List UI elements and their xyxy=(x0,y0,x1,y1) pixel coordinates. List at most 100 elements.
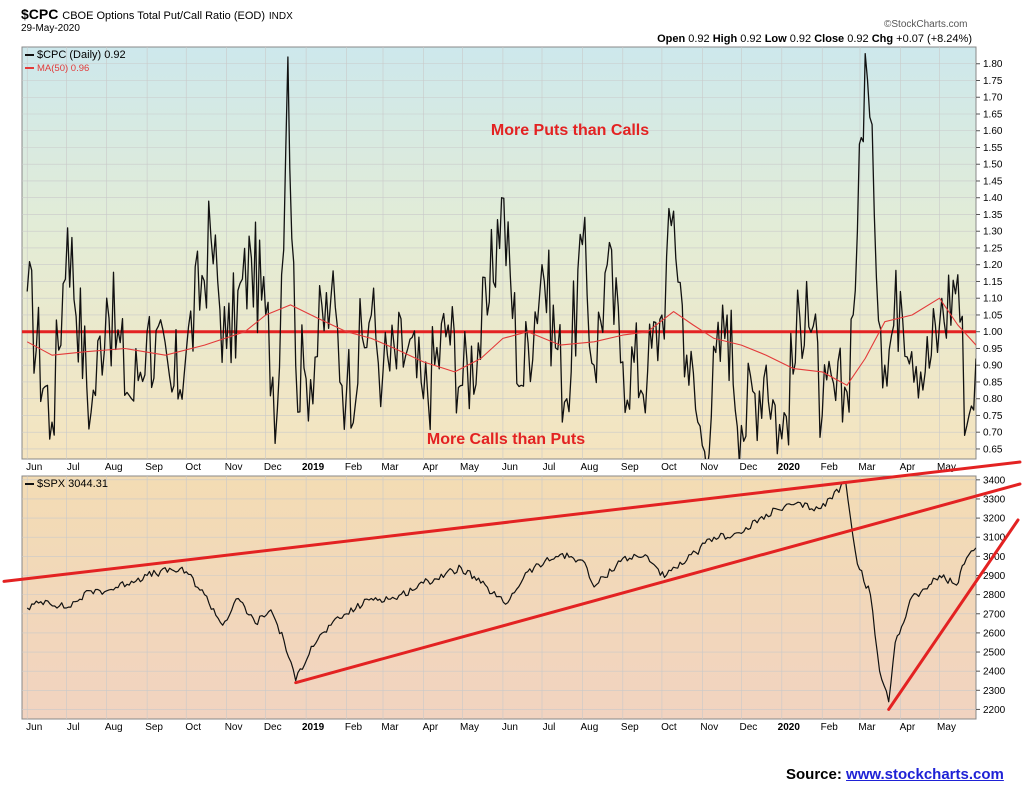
y-tick-label: 0.65 xyxy=(983,444,1003,455)
y-tick-label: 1.30 xyxy=(983,227,1003,238)
brand-label: ©StockCharts.com xyxy=(884,19,968,30)
symbol-label: $CPC xyxy=(21,6,59,22)
y-tick-label: 1.75 xyxy=(983,76,1003,87)
legend-entry: $CPC (Daily) 0.92 xyxy=(37,49,126,61)
y-tick-label: 3100 xyxy=(983,533,1006,544)
y-tick-label: 2200 xyxy=(983,705,1006,716)
put-call-ratio-panel: 0.65 0.70 0.75 0.80 0.85 0.90 0.95 1.00 1.05 1.10… xyxy=(21,46,1003,473)
x-tick-label: May xyxy=(937,722,956,733)
y-tick-label: 3300 xyxy=(983,494,1006,505)
y-tick-label: 2300 xyxy=(983,686,1006,697)
y-tick-label: 1.05 xyxy=(983,310,1003,321)
ohlc-label: High xyxy=(712,33,741,45)
x-tick-label: Jun xyxy=(26,462,42,473)
source-link[interactable]: www.stockcharts.com xyxy=(846,766,1004,783)
x-tick-label: Aug xyxy=(581,462,599,473)
x-tick-label: Oct xyxy=(185,722,201,733)
y-tick-label: 0.80 xyxy=(983,394,1003,405)
x-tick-label: Mar xyxy=(381,722,399,733)
ohlc-value: 0.92 xyxy=(847,33,872,45)
legend-entry: $SPX 3044.31 xyxy=(37,478,108,490)
y-tick-label: 1.00 xyxy=(983,327,1003,338)
chart-header-title: $CPC CBOE Options Total Put/Call Ratio (… xyxy=(21,6,293,22)
x-tick-label: Oct xyxy=(661,722,677,733)
x-tick-label: Nov xyxy=(700,462,718,473)
x-tick-label: Jul xyxy=(543,462,556,473)
x-tick-label: Dec xyxy=(740,462,758,473)
annotation-more-puts: More Puts than Calls xyxy=(491,122,649,139)
description-label: CBOE Options Total Put/Call Ratio (EOD) xyxy=(62,10,266,22)
ohlc-readout: Open 0.92 High 0.92 Low 0.92 Close 0.92 … xyxy=(657,33,972,45)
x-tick-label: 2020 xyxy=(778,722,801,733)
ohlc-value: +0.07 (+8.24%) xyxy=(896,33,972,45)
x-tick-label: Sep xyxy=(621,722,639,733)
y-tick-label: 1.40 xyxy=(983,193,1003,204)
x-tick-label: Nov xyxy=(225,722,243,733)
y-tick-label: 2400 xyxy=(983,667,1006,678)
ohlc-label: Low xyxy=(764,33,790,45)
y-tick-label: 3400 xyxy=(983,475,1006,486)
x-tick-label: Jun xyxy=(502,462,518,473)
trend-line xyxy=(887,518,1020,711)
x-tick-label: Sep xyxy=(621,462,639,473)
x-tick-label: Feb xyxy=(821,462,839,473)
ohlc-value: 0.92 xyxy=(688,33,713,45)
y-tick-label: 2900 xyxy=(983,571,1006,582)
annotation-layer: More Puts than Calls More Calls than Puts xyxy=(2,122,1022,711)
ohlc-value: 0.92 xyxy=(789,33,815,45)
x-tick-label: Apr xyxy=(423,722,439,733)
exchange-label: INDX xyxy=(268,11,293,22)
y-tick-label: 1.15 xyxy=(983,277,1003,288)
trend-line xyxy=(294,482,1022,685)
y-tick-label: 2800 xyxy=(983,590,1006,601)
series-group xyxy=(26,481,976,703)
x-tick-label: Mar xyxy=(858,462,876,473)
y-tick-label: 1.80 xyxy=(983,59,1003,70)
x-tick-label: Jul xyxy=(543,722,556,733)
x-tick-label: Aug xyxy=(105,722,123,733)
y-tick-label: 2700 xyxy=(983,609,1006,620)
x-tick-label: 2019 xyxy=(302,722,325,733)
x-tick-label: Aug xyxy=(581,722,599,733)
y-tick-label: 2500 xyxy=(983,648,1006,659)
trend-line xyxy=(2,460,1022,583)
date-label: 29-May-2020 xyxy=(21,23,80,34)
ohlc-label: Open xyxy=(657,33,689,45)
y-tick-label: 1.60 xyxy=(983,126,1003,137)
y-tick-label: 1.20 xyxy=(983,260,1003,271)
x-tick-label: 2019 xyxy=(302,462,325,473)
y-tick-label: 0.95 xyxy=(983,344,1003,355)
y-tick-label: 1.35 xyxy=(983,210,1003,221)
y-tick-label: 1.55 xyxy=(983,143,1003,154)
x-tick-label: Oct xyxy=(185,462,201,473)
spx-panel: 2200 2300 2400 2500 2600 2700 2800 2900 3000 3100… xyxy=(21,475,1006,733)
x-tick-label: May xyxy=(460,462,479,473)
y-tick-label: 0.75 xyxy=(983,411,1003,422)
ohlc-label: Chg xyxy=(871,33,897,45)
source-line: Source: www.stockcharts.com xyxy=(786,766,1004,783)
y-tick-label: 0.90 xyxy=(983,361,1003,372)
y-tick-label: 3000 xyxy=(983,552,1006,563)
plot-area xyxy=(21,46,977,460)
y-tick-label: 1.70 xyxy=(983,93,1003,104)
x-tick-label: Dec xyxy=(264,722,282,733)
x-tick-label: Apr xyxy=(900,462,916,473)
plot-area xyxy=(21,475,977,720)
x-tick-label: Sep xyxy=(145,722,163,733)
x-tick-label: Jun xyxy=(502,722,518,733)
x-tick-label: Feb xyxy=(345,722,363,733)
x-tick-label: May xyxy=(937,462,956,473)
x-tick-label: Nov xyxy=(700,722,718,733)
x-tick-label: Sep xyxy=(145,462,163,473)
series-group xyxy=(22,53,976,459)
source-label: Source: xyxy=(786,766,842,783)
x-tick-label: Feb xyxy=(345,462,363,473)
x-tick-label: Oct xyxy=(661,462,677,473)
legend-entry: MA(50) 0.96 xyxy=(37,63,89,74)
y-tick-label: 1.50 xyxy=(983,160,1003,171)
x-tick-label: Aug xyxy=(105,462,123,473)
series-line-ma-50- xyxy=(26,297,976,386)
y-tick-label: 0.70 xyxy=(983,428,1003,439)
